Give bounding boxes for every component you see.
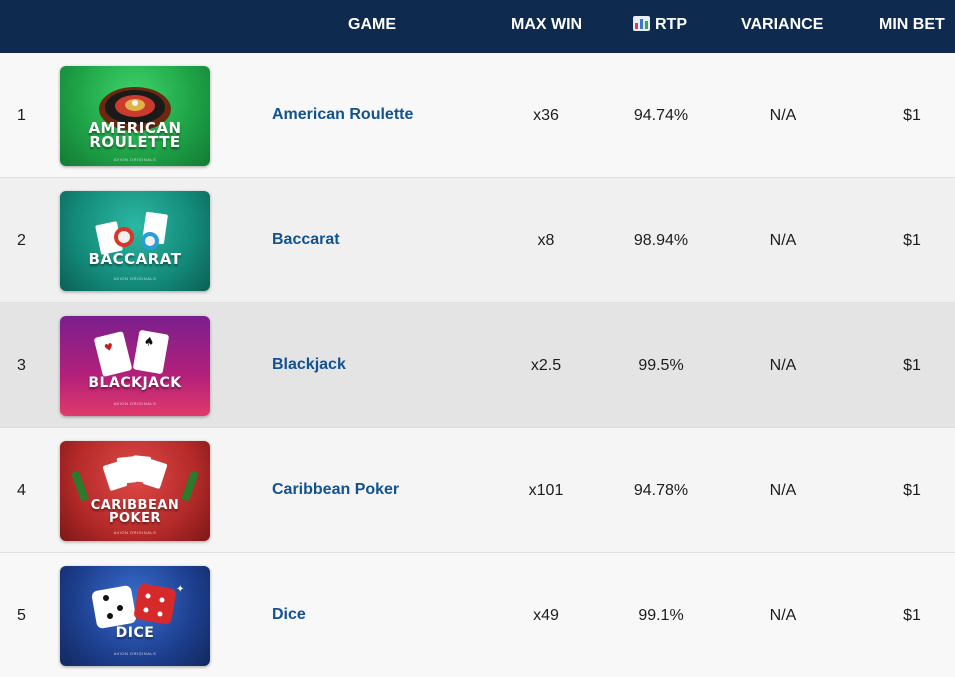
thumb-title-line2: ROULETTE xyxy=(89,133,181,151)
header-game[interactable]: GAME xyxy=(348,16,396,33)
table-row: 3 ♥ ♠ BLACKJACK AVION ORIGINALS Blackjac… xyxy=(0,303,955,428)
min-bet-cell: $1 xyxy=(903,232,921,249)
game-thumbnail-cell[interactable]: BACCARAT AVION ORIGINALS xyxy=(60,191,210,291)
rank-cell: 1 xyxy=(17,107,26,124)
game-name-link[interactable]: Caribbean Poker xyxy=(272,481,400,498)
rtp-cell: 99.5% xyxy=(638,357,684,374)
variance-cell: N/A xyxy=(769,357,797,374)
rank-cell: 4 xyxy=(17,482,26,499)
svg-text:♥: ♥ xyxy=(103,342,114,355)
game-name-link[interactable]: Blackjack xyxy=(272,356,346,373)
rank-cell: 5 xyxy=(17,607,26,624)
poker-cards-icon xyxy=(71,455,199,502)
roulette-wheel-icon xyxy=(99,87,171,131)
min-bet-cell: $1 xyxy=(903,482,921,499)
table-row: 1 AMERICAN ROULETTE AVION ORIGINALS Amer… xyxy=(0,53,955,178)
game-thumbnail-cell[interactable]: AMERICAN ROULETTE AVION ORIGINALS xyxy=(60,66,210,166)
bar-chart-icon xyxy=(633,16,650,31)
min-bet-cell: $1 xyxy=(903,357,921,374)
max-win-cell: x2.5 xyxy=(530,357,562,374)
thumb-title: BLACKJACK xyxy=(88,375,182,391)
game-thumbnail-cell[interactable]: CARIBBEAN POKER AVION ORIGINALS xyxy=(60,441,210,541)
header-min-bet[interactable]: MIN BET xyxy=(879,16,945,33)
thumb-title-line1: AMERICAN xyxy=(88,119,182,137)
rank-cell: 2 xyxy=(17,232,26,249)
thumb-title: DICE xyxy=(115,625,155,641)
table-row: 5 ✦ DICE AVION ORIGINALS Dice xyxy=(0,553,955,677)
rtp-cell: 98.94% xyxy=(633,232,689,249)
min-bet-cell: $1 xyxy=(903,607,921,624)
thumb-brand: AVION ORIGINALS xyxy=(113,401,157,406)
svg-text:♠: ♠ xyxy=(143,334,156,350)
thumb-title: BACCARAT xyxy=(88,250,182,268)
dice-icon: ✦ xyxy=(91,583,184,629)
rtp-cell: 99.1% xyxy=(638,607,684,624)
game-name-link[interactable]: Dice xyxy=(272,606,306,623)
thumb-brand: AVION ORIGINALS xyxy=(113,157,157,162)
variance-cell: N/A xyxy=(769,607,797,624)
dice-thumbnail[interactable]: ✦ DICE AVION ORIGINALS xyxy=(60,566,210,666)
thumb-brand: AVION ORIGINALS xyxy=(113,530,157,535)
variance-cell: N/A xyxy=(769,107,797,124)
max-win-cell: x8 xyxy=(537,232,555,249)
blackjack-thumbnail[interactable]: ♥ ♠ BLACKJACK AVION ORIGINALS xyxy=(60,316,210,416)
header-max-win[interactable]: MAX WIN xyxy=(511,16,583,33)
thumb-title-line2: POKER xyxy=(108,511,162,526)
american-roulette-thumbnail[interactable]: AMERICAN ROULETTE AVION ORIGINALS xyxy=(60,66,210,166)
svg-text:✦: ✦ xyxy=(176,584,184,595)
thumb-title-line1: CARIBBEAN xyxy=(90,498,180,513)
cards-and-chips-icon xyxy=(95,211,168,255)
playing-cards-icon: ♥ ♠ xyxy=(94,330,169,377)
header-rtp[interactable]: RTP xyxy=(633,0,687,53)
game-thumbnail-cell[interactable]: ♥ ♠ BLACKJACK AVION ORIGINALS xyxy=(60,316,210,416)
max-win-cell: x101 xyxy=(528,482,564,499)
variance-cell: N/A xyxy=(769,232,797,249)
header-variance[interactable]: VARIANCE xyxy=(741,16,824,33)
game-name-link[interactable]: Baccarat xyxy=(272,231,340,248)
thumb-brand: AVION ORIGINALS xyxy=(113,276,157,281)
baccarat-thumbnail[interactable]: BACCARAT AVION ORIGINALS xyxy=(60,191,210,291)
thumb-brand: AVION ORIGINALS xyxy=(113,651,157,656)
game-name-link[interactable]: American Roulette xyxy=(272,106,414,123)
variance-cell: N/A xyxy=(769,482,797,499)
max-win-cell: x36 xyxy=(533,107,559,124)
table-row: 2 BACCARAT AVION ORIGINALS Baccarat x8 9… xyxy=(0,178,955,303)
table-header: GAME MAX WIN RTP VARIANCE MIN BET xyxy=(0,0,955,53)
min-bet-cell: $1 xyxy=(903,107,921,124)
max-win-cell: x49 xyxy=(533,607,559,624)
table-row: 4 CARIBBEAN POKER AVION ORIGINALS Caribb… xyxy=(0,428,955,553)
rtp-cell: 94.74% xyxy=(633,107,689,124)
game-thumbnail-cell[interactable]: ✦ DICE AVION ORIGINALS xyxy=(60,566,210,666)
rank-cell: 3 xyxy=(17,357,26,374)
rtp-cell: 94.78% xyxy=(633,482,689,499)
caribbean-poker-thumbnail[interactable]: CARIBBEAN POKER AVION ORIGINALS xyxy=(60,441,210,541)
header-rtp-label: RTP xyxy=(655,16,687,33)
